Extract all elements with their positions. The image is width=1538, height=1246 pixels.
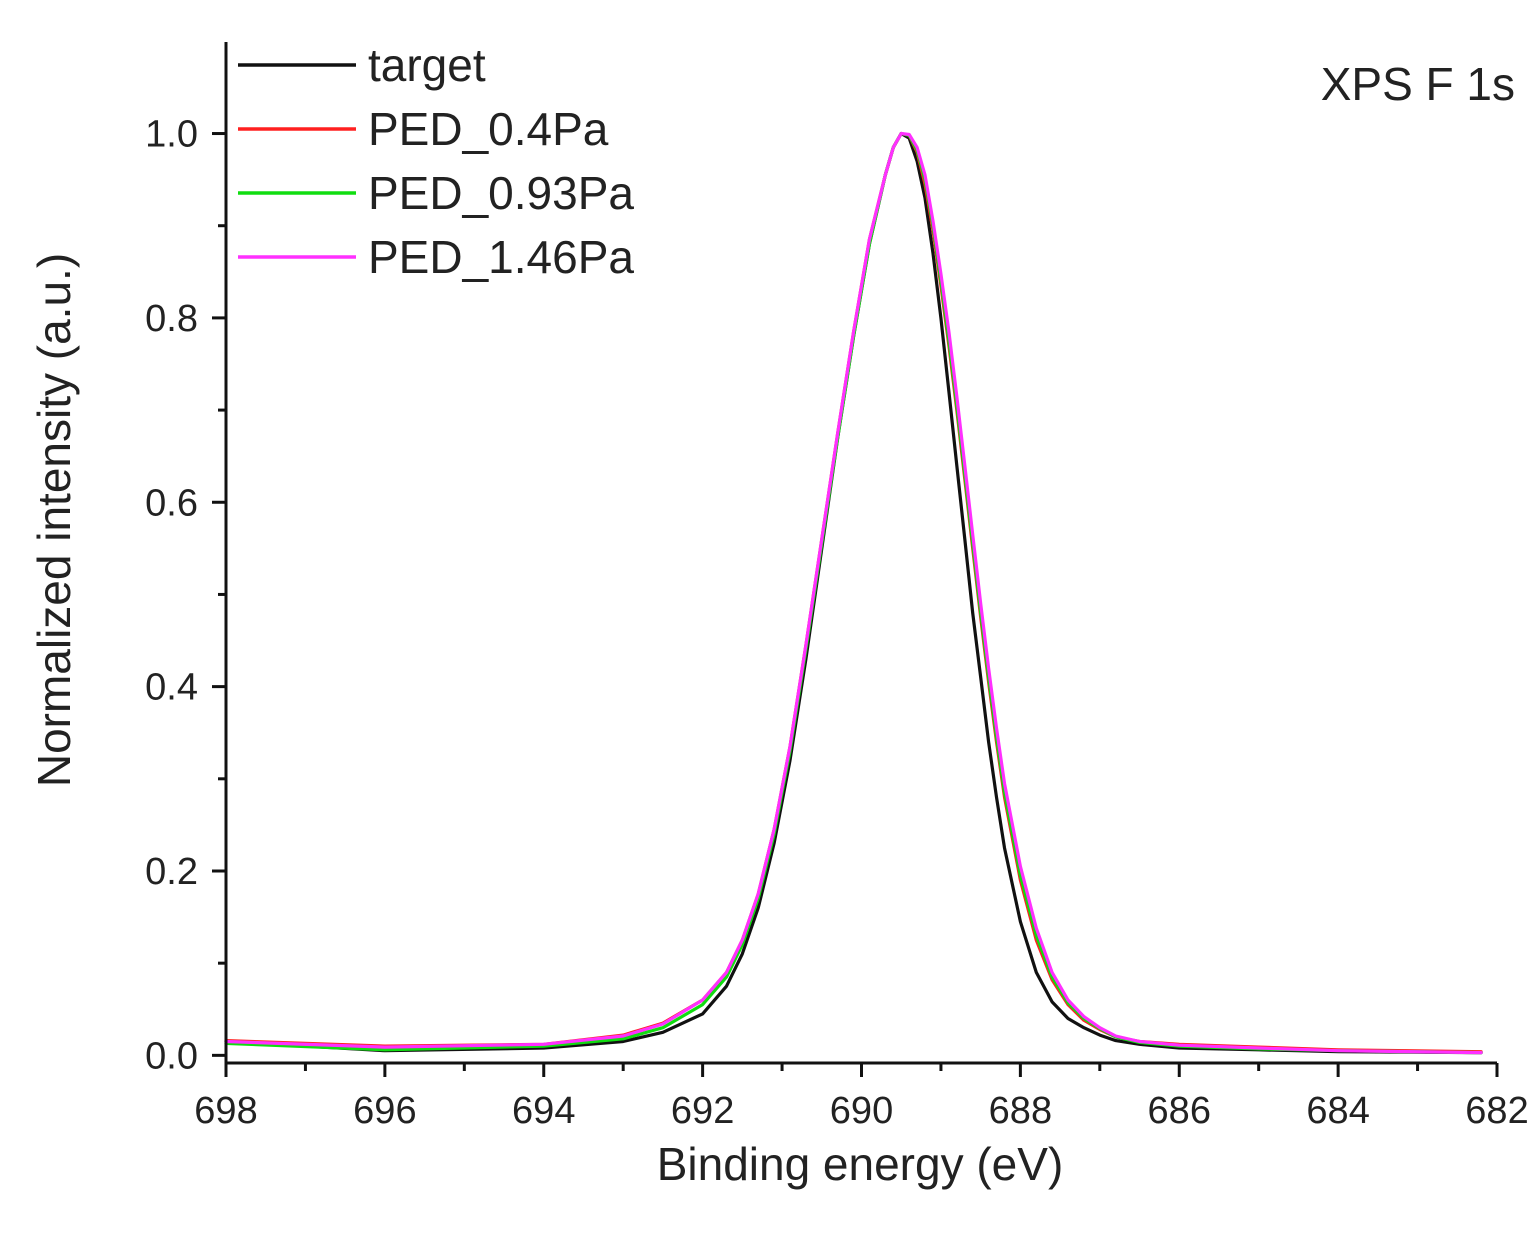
x-tick-label: 688 xyxy=(989,1090,1052,1132)
y-tick-label: 0.2 xyxy=(145,851,198,893)
x-tick-label: 694 xyxy=(512,1090,575,1132)
x-tick-label: 696 xyxy=(353,1090,416,1132)
series-line-target xyxy=(224,131,1483,1055)
y-tick-label: 0.0 xyxy=(145,1035,198,1077)
chart-annotation: XPS F 1s xyxy=(1321,58,1515,110)
x-tick-label: 682 xyxy=(1465,1090,1528,1132)
legend-label: target xyxy=(368,39,486,91)
legend-label: PED_0.93Pa xyxy=(368,167,634,219)
x-tick-label: 690 xyxy=(830,1090,893,1132)
series-layer xyxy=(224,131,1483,1055)
x-tick-label: 698 xyxy=(194,1090,257,1132)
legend-label: PED_1.46Pa xyxy=(368,231,634,283)
y-axis-label: Normalized intensity (a.u.) xyxy=(28,253,80,787)
ticks-layer: 698 696 694 692 690 688 686 684 682 0.0 0.2 0.4 0.6 0… xyxy=(145,114,1529,1132)
x-tick-label: 692 xyxy=(671,1090,734,1132)
y-tick-label: 1.0 xyxy=(145,114,198,156)
y-tick-label: 0.6 xyxy=(145,482,198,524)
legend-label: PED_0.4Pa xyxy=(368,103,609,155)
y-tick-label: 0.4 xyxy=(145,667,198,709)
x-tick-label: 684 xyxy=(1306,1090,1369,1132)
legend: target PED_0.4Pa PED_0.93Pa PED_1.46Pa xyxy=(238,39,634,283)
y-tick-label: 0.8 xyxy=(145,298,198,340)
x-tick-label: 686 xyxy=(1148,1090,1211,1132)
series-line-ped-1-46pa xyxy=(224,131,1483,1055)
x-axis-label: Binding energy (eV) xyxy=(657,1138,1064,1190)
